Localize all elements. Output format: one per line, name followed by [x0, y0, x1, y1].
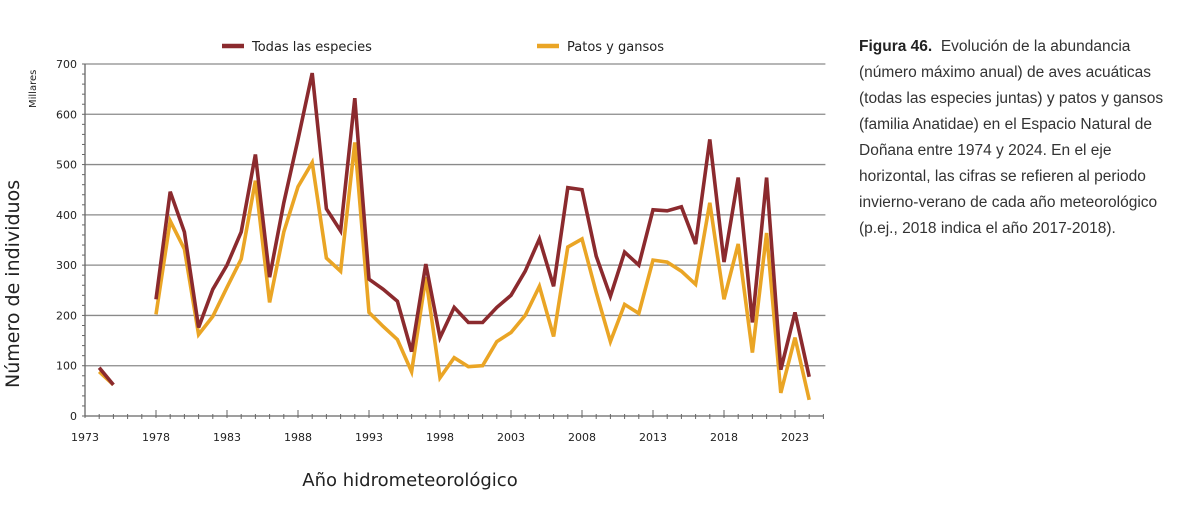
- figure-caption: Figura 46. Evolución de la abundancia (n…: [859, 34, 1179, 242]
- y-tick-label: 300: [56, 259, 77, 272]
- legend-label: Patos y gansos: [567, 40, 664, 55]
- x-tick-label: 2003: [497, 431, 525, 444]
- figure-label: Figura 46.: [859, 38, 933, 55]
- x-axis-title: Año hidrometeorológico: [302, 470, 517, 491]
- y-tick-label: 700: [56, 58, 77, 71]
- y-tick-label: 500: [56, 159, 77, 172]
- legend: Todas las especies Patos y gansos: [222, 40, 664, 55]
- gridlines: [85, 63, 826, 367]
- x-tick-label: 1973: [71, 431, 99, 444]
- series-line-todas: [97, 72, 811, 386]
- x-tick-label: 2023: [781, 431, 809, 444]
- y-tick-label: 200: [56, 309, 77, 322]
- y-tick-label: 600: [56, 108, 77, 121]
- caption-text: Evolución de la abundancia (número máxim…: [859, 38, 1164, 237]
- x-tick-label: 1993: [355, 431, 383, 444]
- x-tick-label: 1983: [213, 431, 241, 444]
- x-tick-label: 1988: [284, 431, 312, 444]
- x-tick-label: 2008: [568, 431, 596, 444]
- y-tick-label: 400: [56, 209, 77, 222]
- legend-label: Todas las especies: [251, 40, 372, 55]
- x-tick-label: 1978: [142, 431, 170, 444]
- axes: 0 100 200 300 400 500 600 700 1973 1978 1983 1988 19…: [56, 58, 824, 444]
- y-unit-label: Millares: [28, 70, 39, 108]
- y-tick-label: 0: [70, 410, 77, 423]
- x-tick-label: 1998: [426, 431, 454, 444]
- x-tick-label: 2018: [710, 431, 738, 444]
- y-tick-label: 100: [56, 360, 77, 373]
- y-axis-title: Número de individuos: [2, 180, 24, 388]
- x-tick-label: 2013: [639, 431, 667, 444]
- data-series: [97, 72, 811, 401]
